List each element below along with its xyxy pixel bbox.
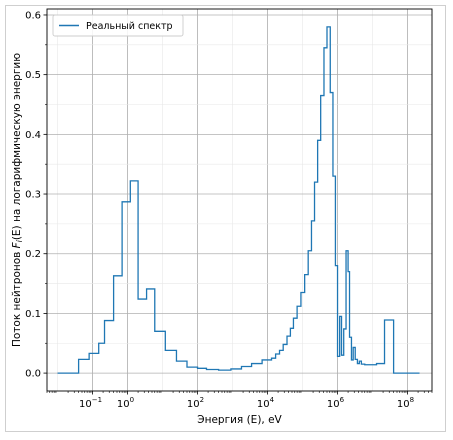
x-tick-label-base: 10 bbox=[117, 399, 130, 410]
x-tick-label-exponent: 4 bbox=[270, 396, 275, 404]
y-tick-label: 0.5 bbox=[25, 70, 41, 81]
x-tick-label-base: 10 bbox=[79, 399, 92, 410]
y-tick-label: 0.6 bbox=[25, 10, 41, 21]
y-axis-label: Поток нейтронов Fi(E) на логарифмическую… bbox=[11, 53, 24, 347]
y-tick-label: 0.4 bbox=[25, 130, 41, 141]
x-tick-label-exponent: 2 bbox=[200, 396, 204, 404]
legend-box bbox=[52, 14, 184, 37]
minor-ticks bbox=[45, 44, 433, 393]
x-tick-label-exponent: −1 bbox=[92, 396, 102, 404]
y-tick-label: 0.0 bbox=[25, 369, 41, 380]
x-tick-label-base: 10 bbox=[397, 399, 410, 410]
x-tick-label: 106 bbox=[327, 396, 345, 410]
y-axis-ticks: 0.0 0.1 0.2 0.3 0.4 0.5 0.6 bbox=[25, 10, 47, 380]
x-axis-ticks: 10−1 100 102 104 106 108 bbox=[79, 391, 414, 410]
x-tick-label: 10−1 bbox=[79, 396, 102, 410]
legend-label: Реальный спектр bbox=[86, 21, 173, 32]
x-tick-label-base: 10 bbox=[327, 399, 340, 410]
x-tick-label-base: 10 bbox=[187, 399, 200, 410]
legend: Реальный спектр bbox=[52, 14, 184, 37]
x-tick-label: 108 bbox=[397, 396, 414, 410]
x-tick-label: 102 bbox=[187, 396, 204, 410]
x-tick-label-exponent: 8 bbox=[410, 396, 414, 404]
x-tick-label-base: 10 bbox=[257, 399, 270, 410]
y-tick-label: 0.2 bbox=[25, 249, 41, 260]
y-tick-label: 0.1 bbox=[25, 309, 41, 320]
y-axis-label-sub: i bbox=[15, 239, 24, 242]
y-axis-label-suffix: (E) на логарифмическую энергию bbox=[11, 53, 23, 240]
x-tick-label: 100 bbox=[117, 396, 134, 410]
y-axis-label-prefix: Поток нейтронов bbox=[11, 248, 23, 347]
y-axis-label-var: F bbox=[11, 241, 23, 248]
x-axis-label: Энергия (E), eV bbox=[197, 414, 282, 426]
y-tick-label: 0.3 bbox=[25, 190, 41, 201]
grid-lines bbox=[47, 9, 432, 391]
x-tick-label-exponent: 0 bbox=[130, 396, 134, 404]
x-tick-label: 104 bbox=[257, 396, 275, 410]
x-tick-label-exponent: 6 bbox=[340, 396, 345, 404]
plot-area-border bbox=[46, 8, 433, 392]
series-line-real-spectrum bbox=[57, 26, 420, 374]
